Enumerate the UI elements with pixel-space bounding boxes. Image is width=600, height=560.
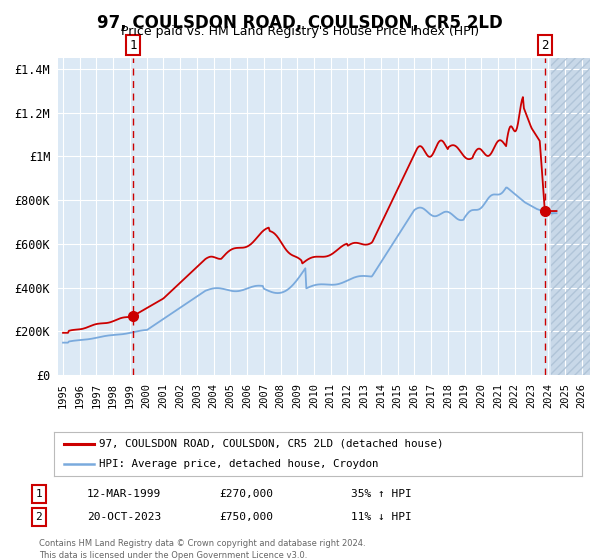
Text: 1: 1 [35,489,43,499]
Text: This data is licensed under the Open Government Licence v3.0.: This data is licensed under the Open Gov… [39,550,307,559]
Text: HPI: Average price, detached house, Croydon: HPI: Average price, detached house, Croy… [99,459,379,469]
Text: 35% ↑ HPI: 35% ↑ HPI [351,489,412,499]
Text: £270,000: £270,000 [219,489,273,499]
Text: 2: 2 [35,512,43,522]
Text: 97, COULSDON ROAD, COULSDON, CR5 2LD: 97, COULSDON ROAD, COULSDON, CR5 2LD [97,14,503,32]
Text: 1: 1 [130,39,137,52]
Bar [551,58,600,375]
Text: 97, COULSDON ROAD, COULSDON, CR5 2LD (detached house): 97, COULSDON ROAD, COULSDON, CR5 2LD (de… [99,439,443,449]
Text: 11% ↓ HPI: 11% ↓ HPI [351,512,412,522]
Text: 12-MAR-1999: 12-MAR-1999 [87,489,161,499]
Text: Contains HM Land Registry data © Crown copyright and database right 2024.: Contains HM Land Registry data © Crown c… [39,539,365,548]
Bar [551,58,600,375]
Text: £750,000: £750,000 [219,512,273,522]
Text: Price paid vs. HM Land Registry's House Price Index (HPI): Price paid vs. HM Land Registry's House … [121,25,479,38]
Text: 20-OCT-2023: 20-OCT-2023 [87,512,161,522]
Text: 2: 2 [541,39,548,52]
